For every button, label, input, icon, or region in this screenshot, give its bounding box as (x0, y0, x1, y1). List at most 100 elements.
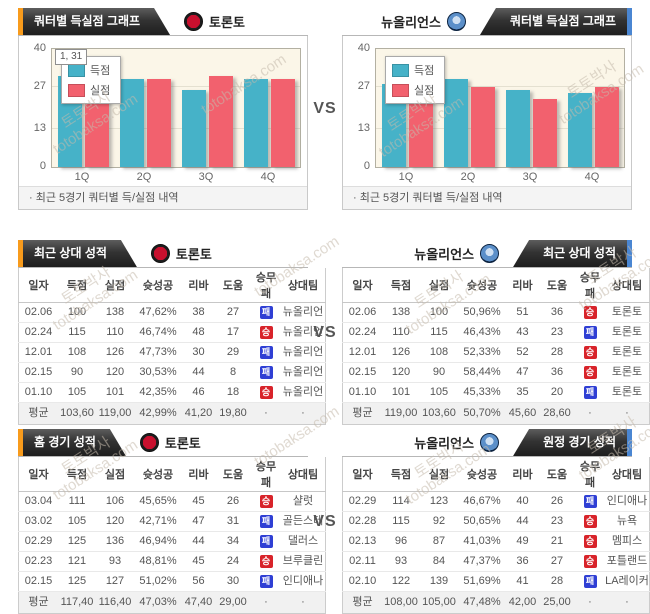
table-row: 02.15 90 120 30,53% 44 8 패 뉴올리언 (18, 362, 326, 383)
table-row: 02.24 115 110 46,74% 48 17 승 뉴올리언 (18, 322, 326, 343)
loss-badge: 패 (259, 346, 273, 359)
column-header: 리바 (182, 268, 215, 303)
cell-opp: 토론토 (605, 302, 650, 323)
average-cell: · (251, 402, 281, 425)
cell-result: 패 (251, 511, 281, 532)
cell-ast: 34 (215, 531, 251, 552)
cell-opp: 인디애나 (281, 571, 326, 592)
column-header: 리바 (182, 457, 215, 492)
cell-date: 02.15 (18, 362, 58, 383)
win-badge: 승 (583, 535, 597, 548)
legend-entry: 득점 (392, 60, 434, 80)
table-row: 02.29 125 136 46,94% 44 34 패 댈러스 (18, 531, 326, 552)
cell-date: 01.10 (18, 382, 58, 403)
cell-date: 02.13 (342, 531, 382, 552)
legend-label: 실점 (90, 85, 111, 97)
cell-opp: 뉴올리언 (281, 362, 326, 383)
cell-date: 12.01 (18, 342, 58, 363)
away-team-name: 뉴올리언스 (381, 15, 441, 30)
quarter-chart-section: 쿼터별 득실점 그래프 토론토 0 13 27 40 득점 실점 1, 31 1Q 2Q 3Q 4Q… (0, 8, 650, 210)
cell-fg: 51,02% (134, 571, 182, 592)
cell-pts: 105 (58, 511, 96, 532)
cell-reb: 44 (182, 531, 215, 552)
loss-badge: 패 (583, 326, 597, 339)
cell-ast: 29 (215, 342, 251, 363)
cell-reb: 45 (182, 491, 215, 512)
gridline (376, 86, 624, 88)
cell-opp: 토론토 (605, 382, 650, 403)
table-row: 12.01 126 108 52,33% 52 28 승 토론토 (342, 342, 650, 363)
average-label: 평균 (342, 591, 382, 614)
chart-bar-4Q-실점 (595, 87, 619, 167)
cell-date: 02.29 (18, 531, 58, 552)
tab-label: 홈 경기 성적 (34, 435, 96, 449)
cell-ast: 28 (539, 571, 575, 592)
cell-result: 승 (575, 342, 605, 363)
column-header: 일자 (18, 457, 58, 492)
home-chart-header: 쿼터별 득실점 그래프 토론토 (18, 8, 308, 36)
average-cell: 29,00 (215, 591, 251, 614)
cell-pts: 115 (382, 511, 420, 532)
legend-label: 득점 (414, 65, 435, 77)
table-row: 01.10 101 105 45,33% 35 20 패 토론토 (342, 382, 650, 403)
cell-pa: 138 (96, 302, 134, 323)
column-header: 승무패 (575, 457, 605, 492)
cell-pts: 138 (382, 302, 420, 323)
y-tick-label: 40 (33, 42, 46, 54)
y-tick-label: 13 (33, 121, 46, 134)
cell-pa: 90 (420, 362, 458, 383)
cell-pts: 108 (58, 342, 96, 363)
y-tick-label: 40 (357, 42, 370, 54)
cell-fg: 42,71% (134, 511, 182, 532)
home-games-header: 홈 경기 성적 토론토 (18, 429, 308, 457)
table-row: 02.24 110 115 46,43% 43 23 패 토론토 (342, 322, 650, 343)
cell-fg: 50,96% (458, 302, 506, 323)
cell-pts: 96 (382, 531, 420, 552)
vs-label: VS (313, 100, 337, 117)
chart-bar-4Q-실점 (271, 78, 295, 167)
cell-pa: 127 (96, 571, 134, 592)
cell-ast: 23 (539, 322, 575, 343)
cell-pa: 123 (420, 491, 458, 512)
average-cell: · (281, 402, 326, 425)
cell-reb: 56 (182, 571, 215, 592)
section-tab: 쿼터별 득실점 그래프 (479, 8, 632, 35)
cell-opp: 브루클린 (281, 551, 326, 572)
cell-opp: 토론토 (605, 322, 650, 343)
column-header: 상대팀 (281, 457, 326, 492)
average-cell: · (575, 402, 605, 425)
vs-label: VS (313, 323, 337, 341)
cell-pa: 115 (420, 322, 458, 343)
cell-date: 02.28 (342, 511, 382, 532)
column-header: 승무패 (575, 268, 605, 303)
cell-result: 승 (251, 491, 281, 512)
cell-opp: 댈러스 (281, 531, 326, 552)
column-header: 일자 (342, 268, 382, 303)
cell-ast: 30 (215, 571, 251, 592)
cell-date: 02.23 (18, 551, 58, 572)
average-cell: 116,40 (96, 591, 134, 614)
average-cell: 28,60 (539, 402, 575, 425)
chart-legend: 득점 실점 (61, 56, 122, 104)
average-cell: 103,60 (420, 402, 458, 425)
cell-reb: 47 (182, 511, 215, 532)
cell-result: 승 (575, 302, 605, 323)
cell-pa: 120 (96, 511, 134, 532)
loss-badge: 패 (583, 575, 597, 588)
cell-pa: 100 (420, 302, 458, 323)
neworleans-logo-icon (446, 12, 466, 31)
average-cell: 50,70% (458, 402, 506, 425)
cell-pa: 101 (96, 382, 134, 403)
cell-fg: 30,53% (134, 362, 182, 383)
cell-pa: 105 (420, 382, 458, 403)
average-label: 평균 (18, 591, 58, 614)
cell-fg: 46,67% (458, 491, 506, 512)
cell-ast: 31 (215, 511, 251, 532)
home-chart-box: 0 13 27 40 득점 실점 1, 31 1Q 2Q 3Q 4Q · 최근 5경기 쿼터별 득/… (18, 36, 308, 210)
home-games-panel: 홈 경기 성적 토론토 일자 득점 실점 슛성공 리바 도움 승무패 상대팀 03.04 111 1… (18, 429, 326, 614)
cell-result: 패 (251, 302, 281, 323)
column-header: 도움 (215, 268, 251, 303)
win-badge: 승 (583, 306, 597, 319)
cell-ast: 23 (539, 511, 575, 532)
section-tab: 원정 경기 성적 (513, 429, 632, 456)
